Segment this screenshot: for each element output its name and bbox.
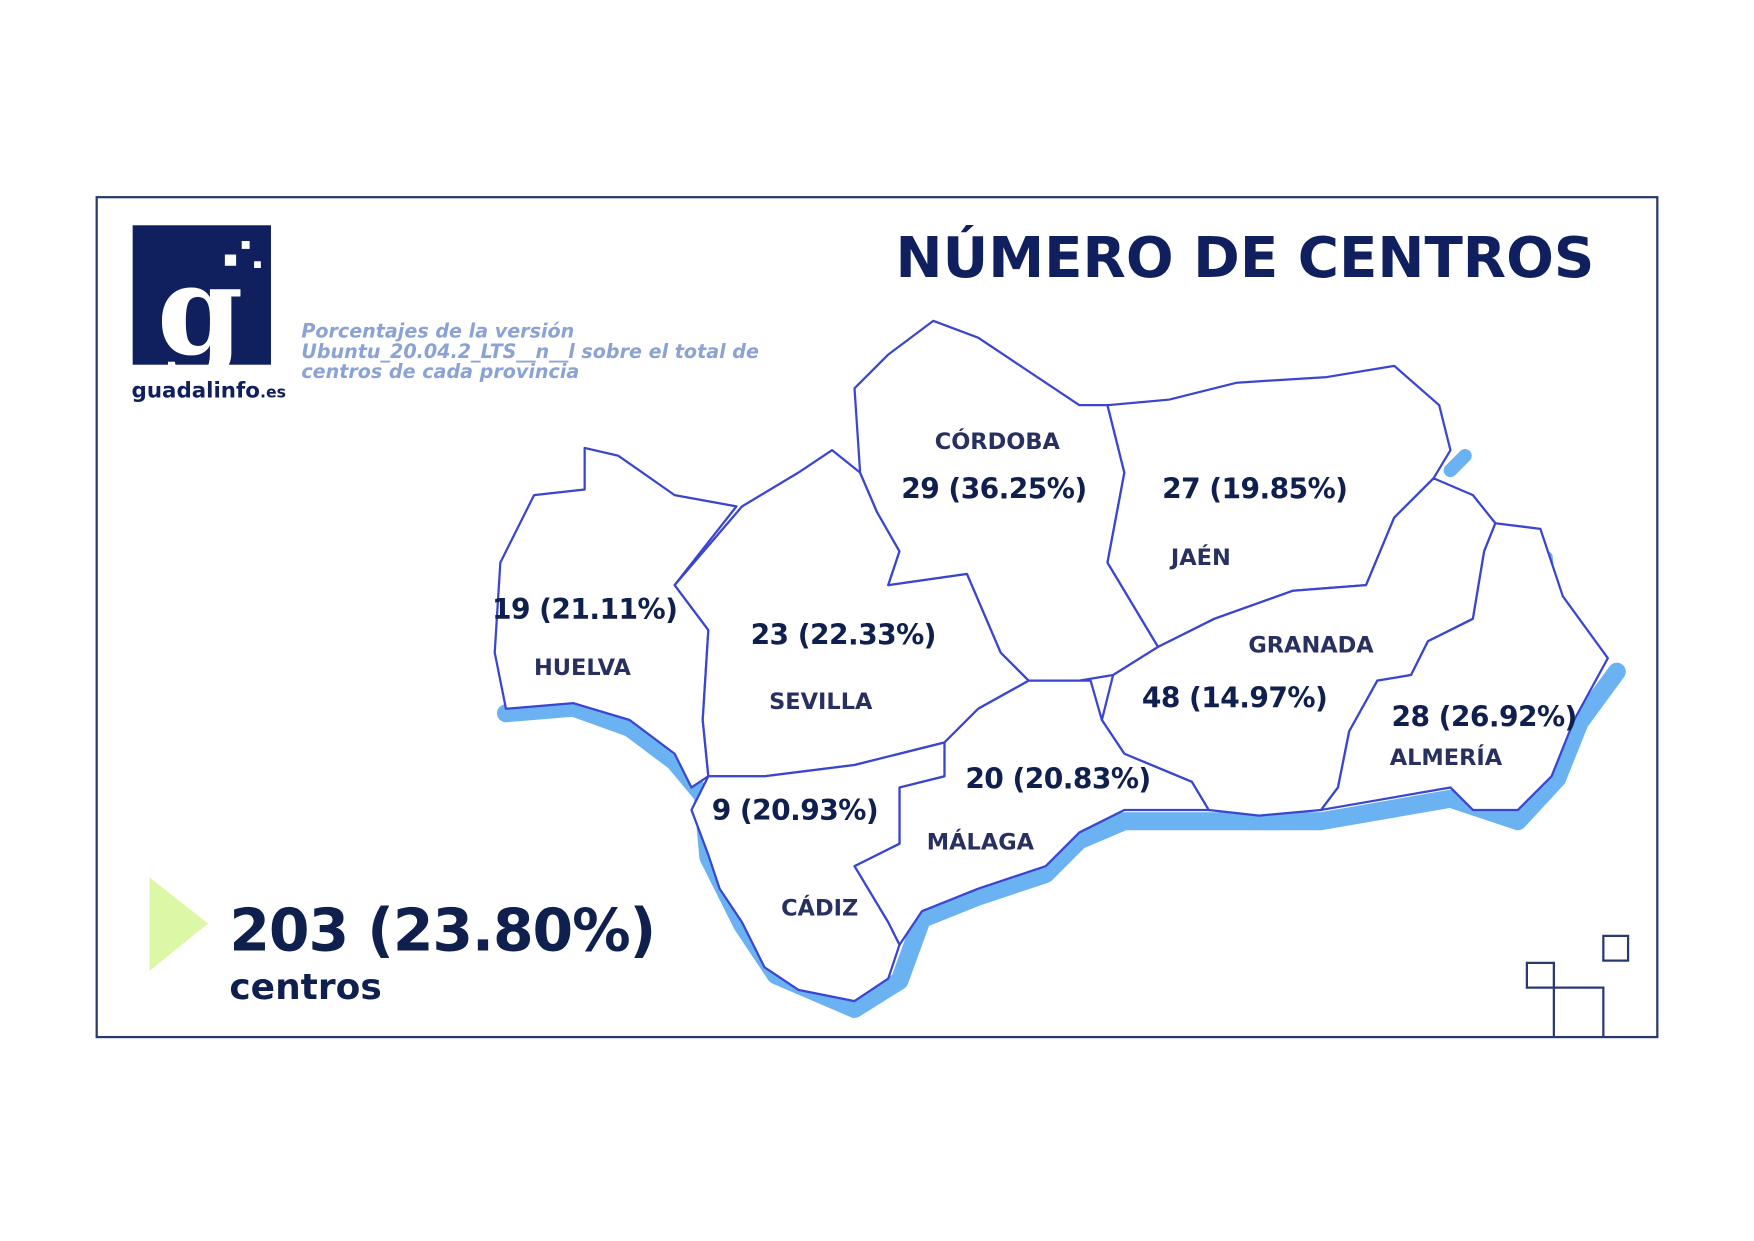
title: NÚMERO DE CENTROS <box>896 223 1595 291</box>
province-value: 29 (36.25%) <box>901 473 1086 506</box>
province-value: 28 (26.92%) <box>1391 701 1576 734</box>
province-huelva <box>493 446 738 789</box>
province-value: 48 (14.97%) <box>1142 682 1327 715</box>
total-value: 203 (23.80%) <box>229 896 655 964</box>
logo-pixel <box>241 241 250 249</box>
province-name: ALMERÍA <box>1390 743 1503 771</box>
province-value: 20 (20.83%) <box>965 763 1150 796</box>
logo-text: guadalinfo.es <box>132 378 286 403</box>
province-cadiz <box>690 741 946 1003</box>
map <box>493 319 1626 1018</box>
subtitle: Ubuntu_20.04.2_LTS__n__l sobre el total … <box>301 340 759 363</box>
logo-brand: guadalinfo <box>132 378 260 403</box>
province-value: 27 (19.85%) <box>1162 473 1347 506</box>
logo-domain: .es <box>260 382 286 401</box>
province-name: GRANADA <box>1248 633 1374 659</box>
province-name: CÁDIZ <box>781 894 858 922</box>
province-name: MÁLAGA <box>927 827 1035 855</box>
province-almeria <box>1319 522 1609 812</box>
decoration <box>1525 934 1630 1038</box>
province-value: 23 (22.33%) <box>751 619 936 652</box>
logo-pixel <box>224 254 237 266</box>
province-name: HUELVA <box>534 655 631 681</box>
province-name: CÓRDOBA <box>935 427 1061 455</box>
subtitle: centros de cada provincia <box>301 360 579 383</box>
deco-square <box>1602 934 1630 962</box>
coast <box>1443 449 1472 478</box>
province-name: JAÉN <box>1169 543 1231 571</box>
subtitle: Porcentajes de la versión <box>301 320 574 343</box>
province-value: 9 (20.93%) <box>712 794 878 827</box>
frame <box>95 196 1659 1039</box>
province-name: SEVILLA <box>769 689 873 715</box>
deco-line <box>1525 961 1605 1038</box>
total-unit: centros <box>229 967 381 1008</box>
logo-pixel <box>254 261 261 269</box>
logo: g guadalinfo.es <box>132 225 286 403</box>
marker-triangle <box>149 877 209 971</box>
province-value: 19 (21.11%) <box>492 593 677 626</box>
